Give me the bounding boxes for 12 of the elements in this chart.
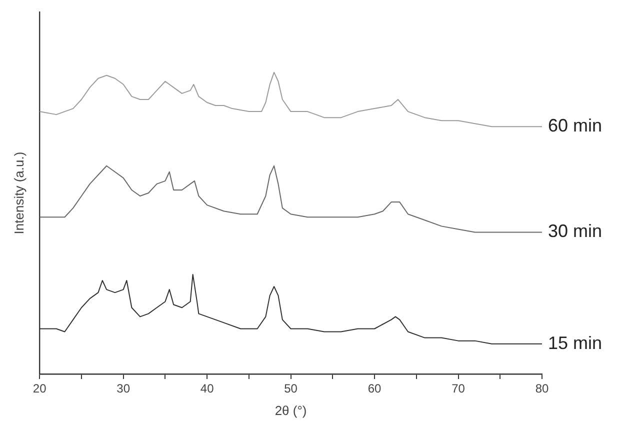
series-label: 15 min: [548, 332, 602, 353]
x-tick-label: 70: [452, 382, 466, 396]
x-tick-label: 50: [284, 382, 298, 396]
series-label: 30 min: [548, 221, 602, 242]
series-label: 60 min: [548, 116, 602, 136]
x-tick-label: 40: [200, 382, 214, 396]
x-tick-label: 60: [368, 382, 382, 396]
x-axis-title: 2θ (°): [274, 402, 307, 418]
x-tick-label: 20: [32, 382, 47, 396]
y-axis-title: Intensity (a.u.): [11, 152, 26, 234]
x-tick-label: 80: [535, 382, 549, 396]
x-tick-label: 30: [116, 382, 130, 396]
